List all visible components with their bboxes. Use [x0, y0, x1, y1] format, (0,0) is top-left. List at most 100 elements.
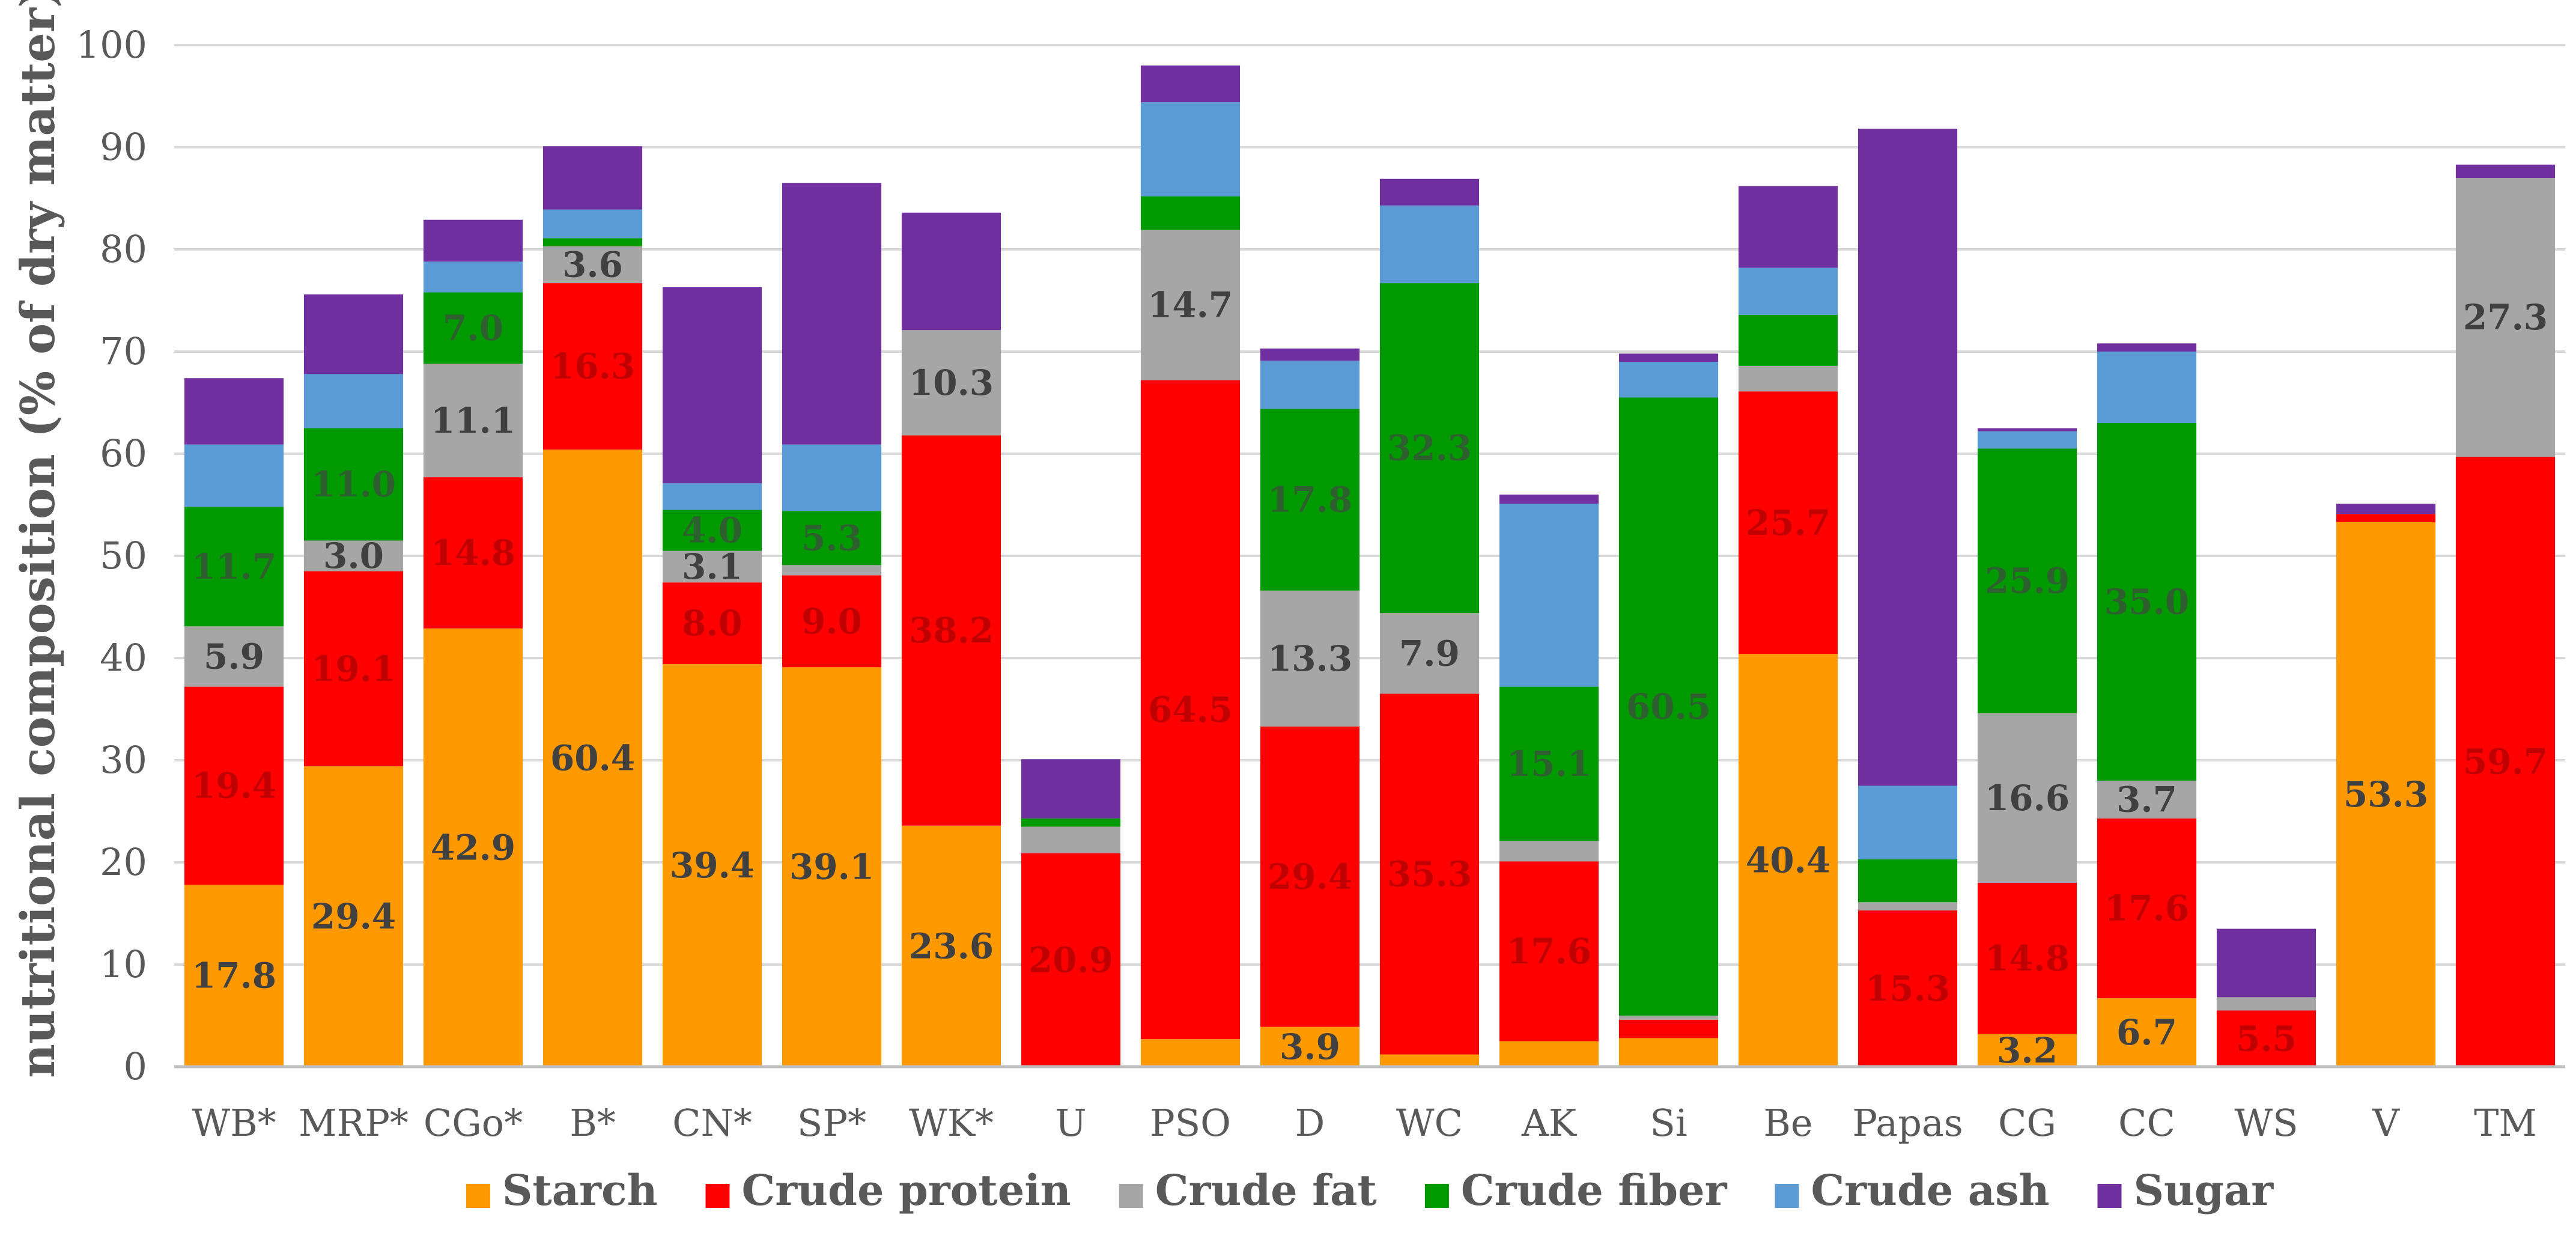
data-label-b-crude-protein: 16.3	[550, 346, 635, 387]
bar-b-starch	[542, 450, 643, 1067]
bar-cn-crude-fiber	[662, 510, 762, 551]
data-label-wk-starch: 23.6	[909, 925, 994, 966]
bar-ak-crude-protein	[1499, 861, 1599, 1041]
bar-pso-starch	[1140, 1039, 1241, 1067]
data-label-wc-crude-fat: 7.9	[1399, 633, 1460, 674]
x-tick-label: WC	[1396, 1101, 1463, 1145]
bar-b-sugar	[542, 146, 643, 210]
bar-cc-crude-protein	[2097, 818, 2197, 999]
legend-swatch-sugar	[2097, 1184, 2122, 1208]
data-label-ak-crude-protein: 17.6	[1507, 931, 1591, 972]
bar-mrp-crude-protein	[303, 571, 404, 767]
data-label-u-crude-protein: 20.9	[1028, 939, 1113, 980]
bar-wc-crude-ash	[1379, 205, 1480, 284]
data-label-mrp-crude-fiber: 11.0	[311, 464, 396, 505]
bar-d-crude-protein	[1260, 726, 1360, 1027]
bar-cn-starch	[662, 664, 762, 1067]
bar-cn-crude-protein	[662, 582, 762, 665]
y-axis-title: nutritional composition (% of dry matter…	[11, 0, 65, 1078]
bar-sp-crude-protein	[782, 575, 882, 668]
data-label-si-crude-fiber: 60.5	[1626, 686, 1711, 727]
legend-label-crude-ash: Crude ash	[1811, 1165, 2049, 1215]
bar-be-crude-fiber	[1738, 314, 1838, 366]
bar-pso-crude-ash	[1140, 102, 1241, 197]
data-label-cgo-crude-fiber: 7.0	[443, 308, 503, 349]
bar-cg-crude-ash	[1977, 431, 2077, 449]
legend-swatch-starch	[466, 1184, 490, 1208]
bar-u-sugar	[1021, 759, 1121, 819]
bar-wk-starch	[901, 825, 1001, 1067]
x-tick-label: Si	[1650, 1101, 1687, 1145]
data-label-tm-crude-fat: 27.3	[2463, 297, 2548, 338]
data-label-wb-crude-fat: 5.9	[204, 636, 264, 677]
data-label-v-starch: 53.3	[2344, 774, 2428, 815]
data-label-d-crude-fat: 13.3	[1268, 638, 1352, 679]
bar-ws-crude-protein	[2216, 1010, 2316, 1067]
bar-be-crude-protein	[1738, 391, 1838, 654]
bar-be-crude-fat	[1738, 365, 1838, 392]
bar-si-crude-protein	[1618, 1019, 1719, 1038]
bar-wb-sugar	[184, 378, 284, 445]
data-label-ws-crude-protein: 5.5	[2236, 1018, 2297, 1059]
x-tick-label: TM	[2474, 1101, 2537, 1145]
bar-cgo-crude-ash	[423, 261, 523, 293]
x-tick-label: WK*	[909, 1101, 994, 1145]
bar-d-crude-fiber	[1260, 409, 1360, 591]
x-tick-label: CG	[1998, 1101, 2056, 1145]
bar-be-starch	[1738, 654, 1838, 1067]
bars	[184, 66, 2556, 1067]
bar-sp-starch	[782, 667, 882, 1067]
bar-cgo-crude-fat	[423, 364, 523, 478]
data-label-be-starch: 40.4	[1746, 840, 1830, 881]
y-tick-label: 50	[100, 534, 147, 578]
bar-wb-crude-fat	[184, 626, 284, 687]
bar-ak-crude-ash	[1499, 504, 1599, 687]
bar-papas-crude-ash	[1858, 785, 1958, 859]
y-tick-label: 0	[124, 1044, 147, 1088]
x-tick-label: Be	[1763, 1101, 1812, 1145]
y-tick-label: 60	[100, 431, 147, 475]
data-label-cc-crude-fiber: 35.0	[2104, 582, 2189, 623]
data-label-ak-crude-fiber: 15.1	[1507, 743, 1591, 784]
bar-d-sugar	[1260, 348, 1360, 361]
data-label-cgo-starch: 42.9	[431, 827, 515, 868]
bar-be-sugar	[1738, 186, 1838, 268]
y-tick-label: 30	[100, 738, 147, 782]
bar-pso-crude-fiber	[1140, 196, 1241, 230]
y-tick-label: 40	[100, 636, 147, 680]
bar-papas-crude-fiber	[1858, 859, 1958, 903]
bar-wc-crude-fat	[1379, 613, 1480, 694]
bar-b-crude-ash	[542, 209, 643, 239]
data-label-wb-crude-protein: 19.4	[192, 766, 276, 806]
bar-cc-crude-ash	[2097, 352, 2197, 423]
y-tick-label: 90	[100, 125, 147, 169]
data-label-cc-crude-protein: 17.6	[2104, 888, 2189, 929]
x-tick-label: B*	[570, 1101, 616, 1145]
y-tick-label: 100	[76, 23, 147, 67]
bar-d-crude-ash	[1260, 361, 1360, 409]
legend-label-crude-fat: Crude fat	[1155, 1165, 1377, 1215]
data-labels: 17.8 19.4 5.9 11.7 29.4 19.1 3.0 11.0 42.9 14.8 11…	[192, 245, 2548, 1071]
x-tick-label: Papas	[1852, 1101, 1963, 1145]
data-label-pso-crude-fat: 14.7	[1148, 285, 1233, 326]
data-label-wb-crude-fiber: 11.7	[192, 546, 276, 587]
bar-wb-crude-fiber	[184, 507, 284, 627]
legend-swatch-crude-fat	[1119, 1184, 1143, 1208]
data-label-tm-crude-protein: 59.7	[2463, 742, 2548, 782]
bar-ak-crude-fat	[1499, 841, 1599, 862]
bar-wb-starch	[184, 885, 284, 1067]
data-label-d-crude-protein: 29.4	[1268, 856, 1352, 897]
bar-wk-crude-protein	[901, 435, 1001, 826]
bar-tm-crude-protein	[2455, 457, 2556, 1067]
bar-wc-crude-protein	[1379, 694, 1480, 1055]
bar-u-crude-fat	[1021, 826, 1121, 853]
bar-cg-starch	[1977, 1034, 2077, 1067]
bar-si-sugar	[1618, 353, 1719, 362]
x-tick-label: WB*	[192, 1101, 276, 1145]
bar-mrp-sugar	[303, 294, 404, 374]
bar-sp-sugar	[782, 183, 882, 445]
data-label-mrp-crude-protein: 19.1	[311, 648, 396, 689]
data-label-cg-crude-protein: 14.8	[1985, 938, 2070, 979]
bar-cgo-starch	[423, 628, 523, 1067]
